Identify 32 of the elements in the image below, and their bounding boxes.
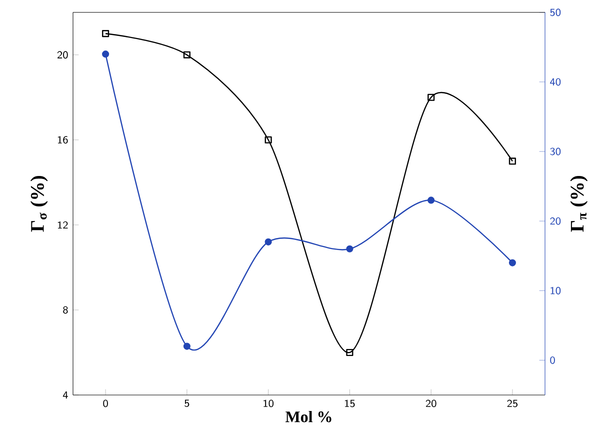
point [183, 51, 190, 58]
point [183, 342, 190, 350]
y2-tick-label: 30 [550, 148, 561, 156]
point [508, 158, 516, 165]
x-tick-label: 10 [264, 400, 274, 408]
point [264, 238, 272, 246]
y-tick-label: 4 [62, 391, 68, 398]
y2-tick-label: 40 [550, 78, 561, 86]
point [346, 245, 354, 252]
y2-tick-label: 50 [550, 8, 561, 16]
x-tick-label: 0 [103, 400, 108, 408]
x-tick-label: 20 [426, 400, 436, 408]
y2-axis-title: Γ$_{π}$ (%) [570, 176, 588, 232]
y-axis-title: Γ$_{σ}$ (%) [30, 176, 48, 232]
point [428, 94, 435, 101]
x-tick-label: 5 [184, 400, 190, 407]
point [102, 30, 110, 38]
x-tick-label: 25 [507, 400, 518, 408]
point [264, 136, 272, 144]
y2-tick-label: 10 [550, 286, 561, 294]
point [428, 196, 435, 204]
y-tick-label: 16 [58, 136, 68, 144]
point [102, 50, 110, 58]
y2-tick-label: 0 [550, 356, 555, 364]
y-tick-label: 12 [58, 221, 68, 229]
x-axis-title: Mol % [286, 410, 332, 422]
y-tick-label: 8 [63, 306, 68, 314]
x-tick-label: 15 [345, 400, 355, 408]
y-tick-label: 20 [57, 51, 68, 59]
point [508, 259, 516, 266]
point [346, 348, 354, 356]
y2-tick-label: 20 [550, 217, 561, 225]
